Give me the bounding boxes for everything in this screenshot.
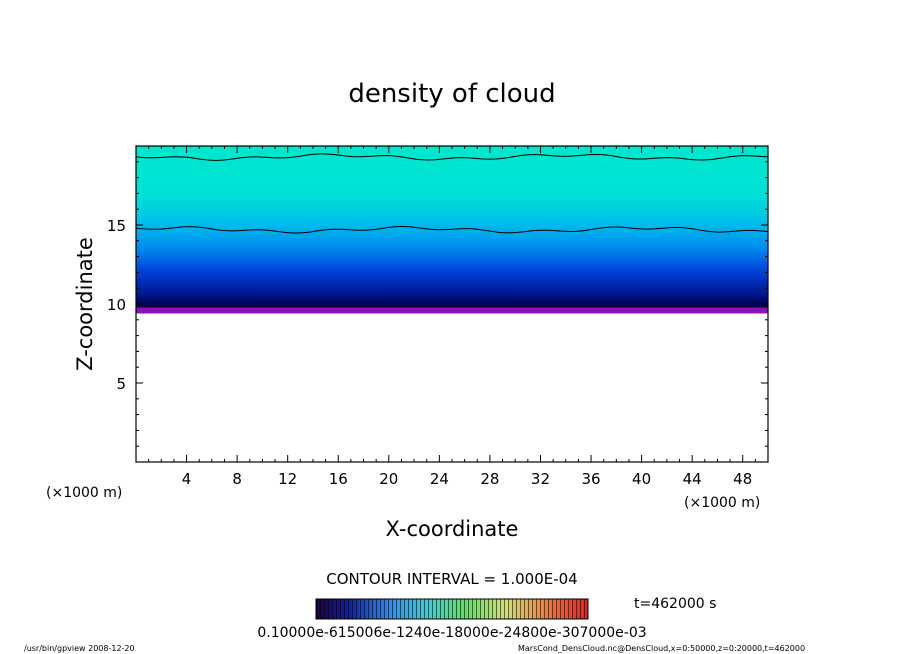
y-unit-label: (×1000 m) — [46, 485, 122, 501]
x-tick-label: 24 — [430, 470, 449, 488]
x-tick-label: 36 — [581, 470, 600, 488]
cloud-layer-fill — [136, 146, 768, 314]
contour-line-1 — [135, 226, 769, 234]
x-tick-label: 48 — [733, 470, 752, 488]
x-tick-label: 12 — [278, 470, 297, 488]
y-tick-label: 15 — [107, 217, 126, 235]
footer-right: MarsCond_DensCloud.nc@DensCloud,x=0:5000… — [518, 644, 805, 653]
x-tick-label: 16 — [329, 470, 348, 488]
x-tick-label: 40 — [632, 470, 651, 488]
x-tick-label: 28 — [480, 470, 499, 488]
contour-line-2 — [135, 153, 769, 161]
chart-title: density of cloud — [348, 79, 555, 109]
y-axis-label: Z-coordinate — [73, 237, 97, 371]
x-tick-label: 44 — [683, 470, 702, 488]
colorbar-labels: 0.10000e-615006e-1240e-18000e-24800e-307… — [257, 625, 646, 641]
time-label: t=462000 s — [634, 596, 716, 612]
y-tick-label: 5 — [116, 375, 126, 393]
y-tick-label: 10 — [107, 296, 126, 314]
x-unit-label: (×1000 m) — [684, 495, 760, 511]
plot-area — [135, 146, 769, 314]
contour-interval-text: CONTOUR INTERVAL = 1.000E-04 — [326, 570, 577, 588]
cloud-base-band — [136, 307, 768, 314]
x-tick-label: 20 — [379, 470, 398, 488]
colorbar-stripes — [316, 599, 588, 619]
x-tick-label: 4 — [182, 470, 192, 488]
x-tick-label: 32 — [531, 470, 550, 488]
footer-left: /usr/bin/gpview 2008-12-20 — [24, 644, 135, 653]
x-axis-label: X-coordinate — [386, 517, 519, 541]
x-tick-label: 8 — [232, 470, 242, 488]
